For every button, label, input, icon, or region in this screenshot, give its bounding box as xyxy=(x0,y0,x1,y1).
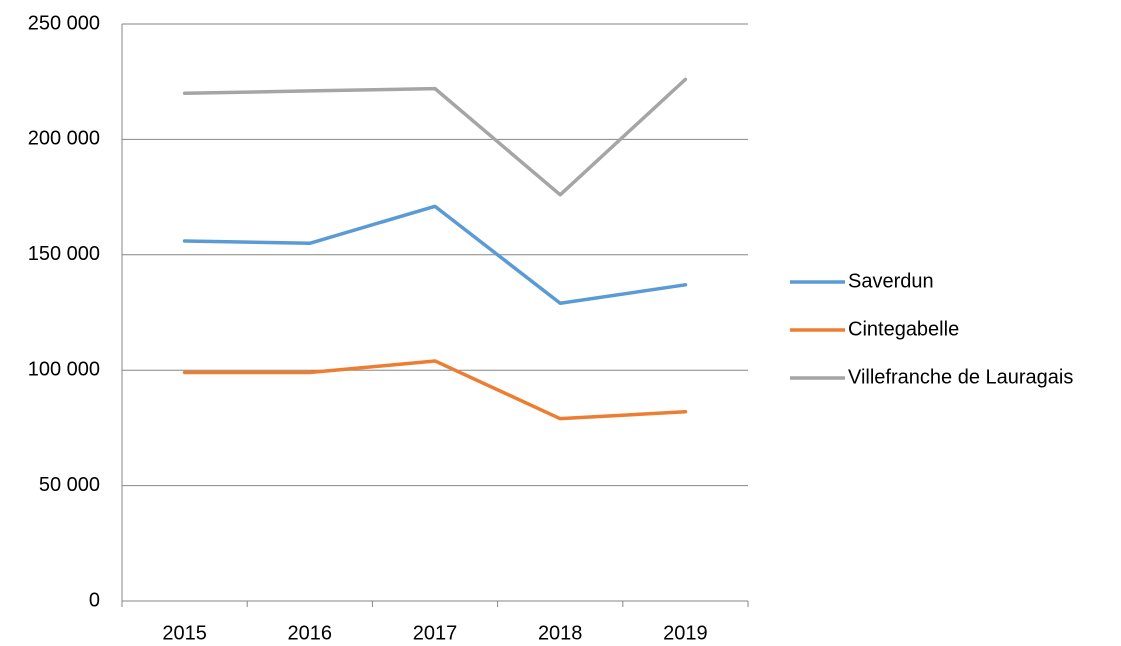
x-tick-label: 2015 xyxy=(162,622,207,644)
x-tick-label: 2017 xyxy=(413,622,458,644)
series-line xyxy=(182,77,688,197)
legend-label: Villefranche de Lauragais xyxy=(848,366,1073,388)
y-tick-label: 50 000 xyxy=(39,474,100,496)
legend-label: Cintegabelle xyxy=(848,318,959,340)
series-line xyxy=(182,204,688,306)
x-tick-label: 2018 xyxy=(538,622,583,644)
x-tick-label: 2019 xyxy=(663,622,708,644)
y-tick-label: 150 000 xyxy=(28,243,100,265)
y-tick-label: 100 000 xyxy=(28,358,100,380)
series-line xyxy=(182,359,688,421)
y-tick-label: 0 xyxy=(89,589,100,611)
x-tick-label: 2016 xyxy=(288,622,333,644)
y-tick-label: 200 000 xyxy=(28,128,100,150)
legend-label: Saverdun xyxy=(848,270,934,292)
y-tick-label: 250 000 xyxy=(28,12,100,34)
